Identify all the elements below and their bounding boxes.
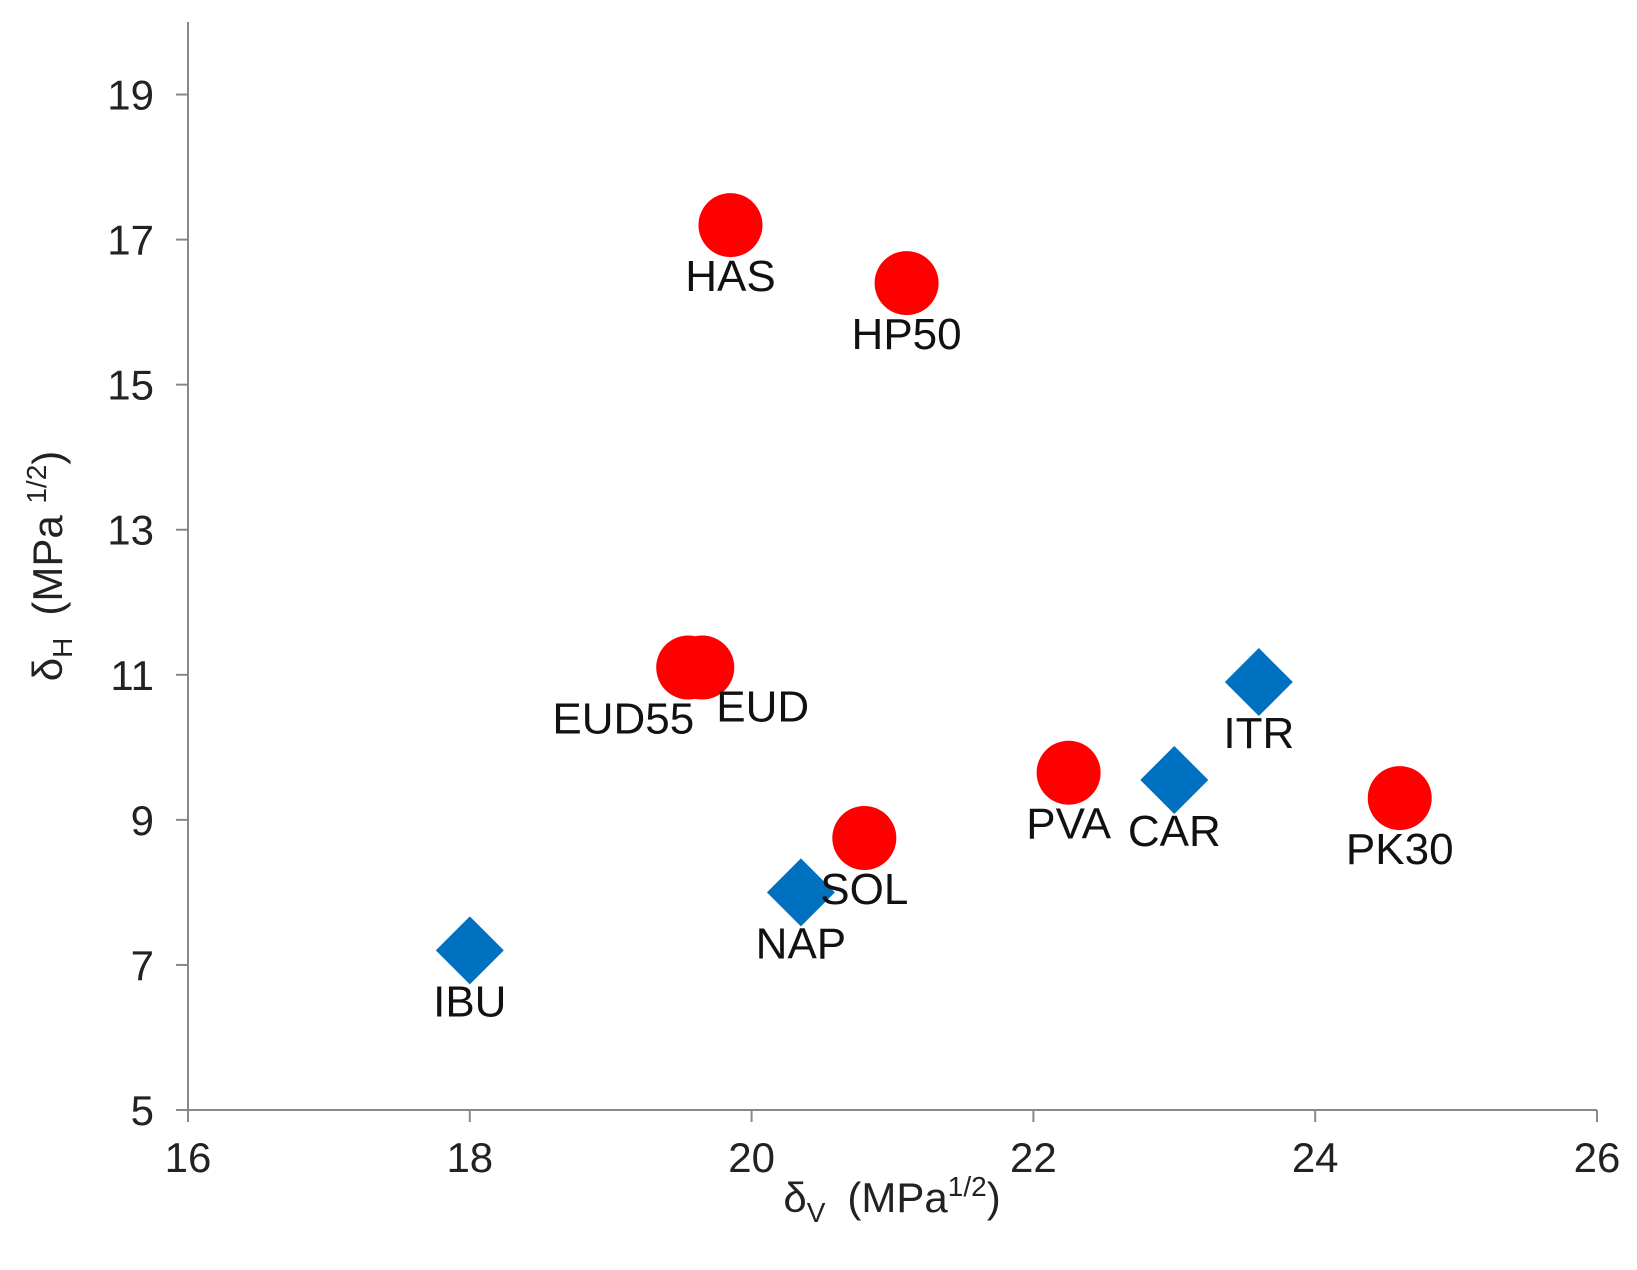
x-tick-label: 20 [728,1134,775,1181]
circle-point-sol [832,806,897,870]
chart-marks [435,193,1432,985]
circle-point-eud [670,635,735,700]
y-tick-label: 19 [107,72,154,119]
diamond-point-itr [1224,648,1293,717]
x-tick-label: 26 [1574,1134,1621,1181]
circle-point-hp50 [874,251,939,316]
point-label-pva: PVA [1026,800,1111,849]
point-label-hp50: HP50 [852,310,962,359]
axes [187,22,1597,1111]
point-label-eud55: EUD55 [552,695,694,744]
y-tick-label: 13 [107,507,154,554]
point-label-car: CAR [1128,807,1221,856]
diamond-point-car [1140,745,1209,814]
point-label-itr: ITR [1223,709,1294,758]
point-label-pk30: PK30 [1346,825,1454,874]
y-tick-label: 15 [107,362,154,409]
point-label-ibu: IBU [433,977,506,1026]
circle-point-has [698,193,763,258]
x-axis-title: δV (MPa1/2) [783,1171,1000,1228]
y-axis-title: δH(MPa 1/2) [21,451,78,682]
x-tick-label: 16 [165,1134,212,1181]
diamond-point-nap [766,858,835,927]
point-label-nap: NAP [756,919,846,968]
point-label-eud: EUD [716,683,809,732]
circle-point-pva [1036,740,1101,805]
x-tick-label: 22 [1010,1134,1057,1181]
y-tick-label: 9 [131,797,154,844]
diamond-point-ibu [435,916,504,985]
point-label-sol: SOL [820,865,908,914]
x-tick-label: 24 [1292,1134,1339,1181]
point-label-has: HAS [685,252,775,301]
y-tick-label: 5 [131,1087,154,1134]
circle-point-pk30 [1367,766,1432,831]
y-tick-label: 11 [110,652,154,699]
y-tick-label: 7 [131,942,154,989]
ticks: 16 18 20 22 24 26 5 7 9 11 13 15 17 19 [107,72,1620,1181]
y-tick-label: 17 [107,217,154,264]
x-tick-label: 18 [446,1134,493,1181]
